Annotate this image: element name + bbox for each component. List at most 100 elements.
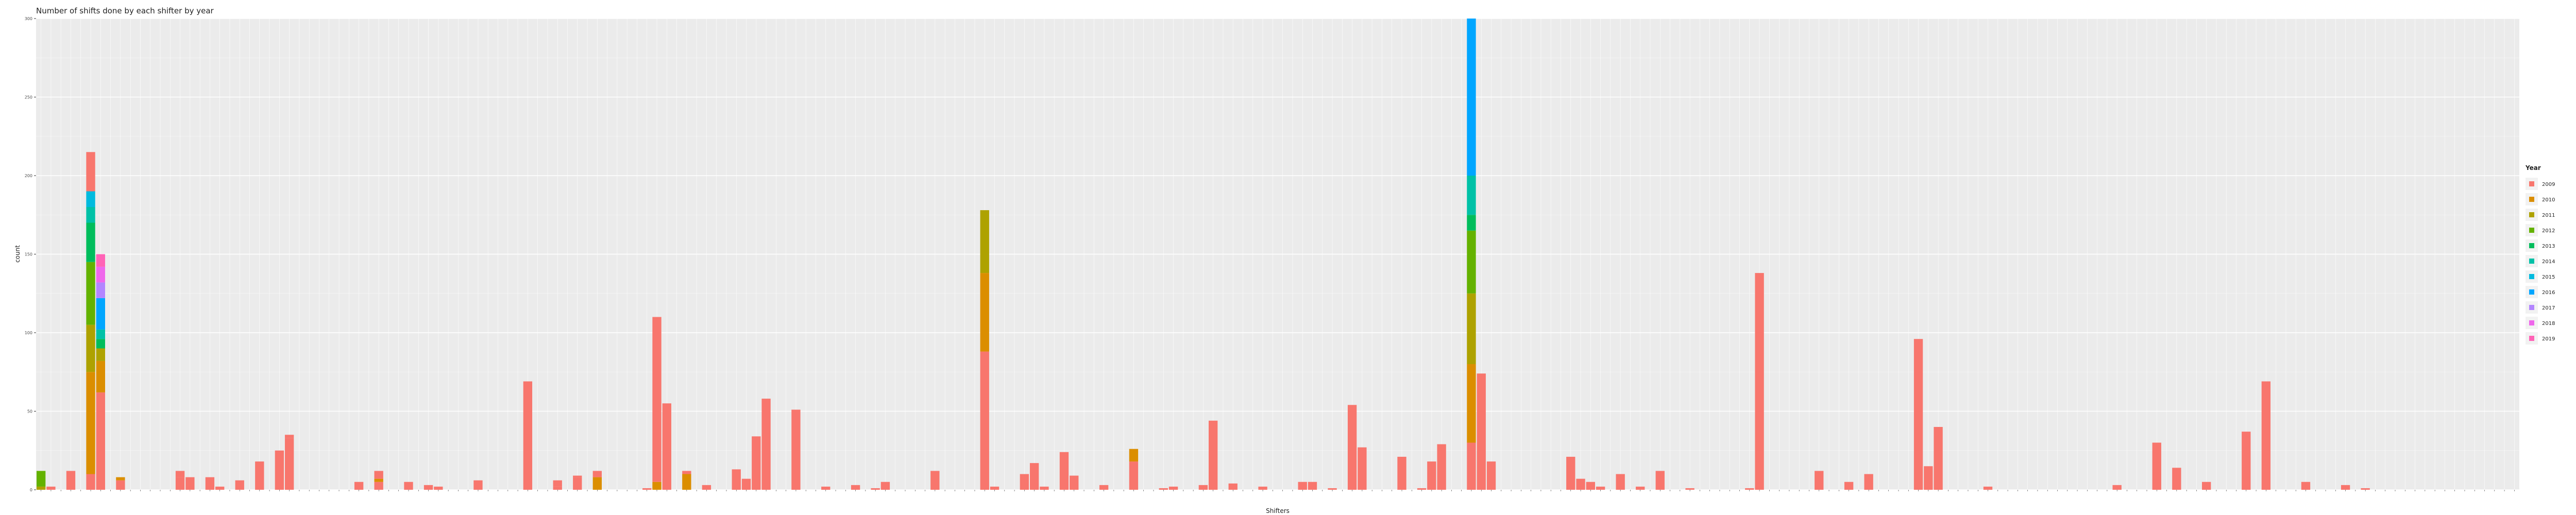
bar-segment-2012 (1467, 230, 1476, 294)
bar-segment-2009 (1209, 420, 1218, 490)
bar-segment-2009 (791, 409, 801, 490)
legend-swatch-2012 (2529, 228, 2534, 233)
bar-segment-2009 (86, 474, 95, 490)
bar-segment-2009 (573, 477, 582, 490)
legend-swatch-2009 (2529, 181, 2534, 186)
bar-segment-2009 (1844, 482, 1854, 490)
legend-swatch-2018 (2529, 320, 2534, 325)
legend-swatch-2015 (2529, 274, 2534, 279)
legend-label-2010: 2010 (2542, 197, 2555, 203)
bar-segment-2009 (1129, 461, 1139, 490)
bar-segment-2009 (1040, 486, 1049, 490)
bar-segment-2009 (1099, 485, 1109, 490)
legend-swatch-2010 (2529, 197, 2534, 202)
bar-segment-2009 (732, 469, 741, 490)
bar-segment-2009 (1566, 456, 1575, 490)
bar-segment-2009 (86, 152, 95, 192)
x-axis (41, 490, 2515, 491)
y-axis: 0 50 100 150 200 250 300 (25, 16, 36, 492)
bar-segment-2009 (1159, 488, 1168, 490)
bar-segment-2009 (752, 436, 761, 490)
bar-segment-2009 (1576, 478, 1585, 490)
bar-segment-2009 (1168, 486, 1178, 490)
legend-swatch-2016 (2529, 289, 2534, 295)
bar-segment-2009 (2112, 485, 2122, 490)
bar-segment-2009 (682, 471, 691, 474)
bar-segment-2013 (96, 339, 105, 349)
legend-label-2017: 2017 (2542, 305, 2555, 311)
bar-segment-2015 (86, 191, 95, 207)
bar-segment-2009 (275, 450, 284, 490)
bar-segment-2009 (1815, 471, 1824, 490)
bar-segment-2009 (284, 435, 294, 438)
bar-segment-2009 (255, 461, 264, 490)
legend-label-2019: 2019 (2542, 336, 2555, 342)
bar-segment-2012 (36, 471, 46, 487)
bar-segment-2019 (96, 254, 105, 267)
bar-segment-2009 (1070, 475, 1079, 490)
bar-segment-2014 (86, 207, 95, 223)
bar-segment-2010 (86, 372, 95, 474)
bar-segment-2009 (1636, 486, 1645, 490)
bar-segment-2009 (1020, 474, 1029, 490)
bar-segment-2010 (374, 478, 383, 482)
bar-segment-2009 (980, 351, 989, 490)
bar-segment-2009 (473, 480, 483, 490)
y-tick-label: 200 (25, 174, 32, 178)
legend-label-2018: 2018 (2542, 321, 2555, 327)
legend-label-2011: 2011 (2542, 213, 2555, 218)
bar-segment-2014 (96, 329, 105, 339)
bar-segment-2010 (1129, 449, 1139, 462)
bar-segment-2009 (1328, 488, 1337, 490)
bar-segment-2009 (1924, 466, 1933, 490)
bar-segment-2009 (1934, 427, 1943, 490)
bar-segment-2009 (185, 477, 195, 490)
bar-segment-2009 (1655, 471, 1665, 490)
legend-label-2015: 2015 (2542, 274, 2555, 280)
bar-segment-2009 (2361, 488, 2370, 490)
bar-segment-2009 (930, 471, 940, 490)
bar-segment-2009 (553, 480, 562, 487)
legend-swatch-2014 (2529, 259, 2534, 264)
bar-segment-2009 (1477, 373, 1486, 490)
bar-segment-2009 (1397, 456, 1406, 490)
bar-segment-2009 (1198, 485, 1208, 490)
bar-segment-2009 (1059, 452, 1069, 490)
y-axis-label: count (14, 245, 21, 263)
bar-segment-2011 (980, 210, 989, 273)
legend-label-2013: 2013 (2542, 244, 2555, 249)
bar-segment-2009 (215, 486, 225, 490)
bar-segment-2010 (116, 477, 125, 480)
legend-title: Year (2525, 164, 2541, 171)
bar-segment-2009 (1427, 461, 1436, 490)
bar-segment-2012 (86, 262, 95, 325)
bar-segment-2009 (652, 317, 662, 482)
bar-segment-2009 (1308, 482, 1317, 490)
bar-segment-2009 (404, 482, 413, 490)
legend-label-2009: 2009 (2542, 182, 2555, 187)
bar-segment-2009 (1467, 442, 1476, 490)
legend-label-2014: 2014 (2542, 259, 2555, 265)
bar-segment-2009 (1755, 273, 1764, 490)
bar-segment-2013 (1467, 215, 1476, 231)
bar-segment-2009 (1983, 486, 1993, 490)
bar-segment-2009 (851, 485, 860, 490)
bar-segment-2014 (1467, 176, 1476, 215)
bar-segment-2009 (374, 482, 383, 490)
bar-segment-2009 (1586, 482, 1595, 490)
bar-segment-2009 (116, 480, 125, 490)
bar-segment-2009 (523, 381, 533, 474)
bar-segment-2009 (1596, 486, 1605, 490)
bar-segment-2009 (2152, 442, 2161, 490)
bar-segment-2010 (1467, 364, 1476, 443)
bar-segment-2009 (702, 485, 711, 490)
bar-segment-2009 (1685, 488, 1694, 490)
bar-segment-2009 (1417, 488, 1427, 490)
bar-segment-2009 (175, 471, 185, 477)
bar-segment-2009 (662, 403, 671, 490)
bar-segment-2009 (235, 480, 244, 490)
bar-segment-2009 (2301, 482, 2311, 490)
bar-segment-2009 (2172, 468, 2181, 490)
bar-segment-2009 (2341, 485, 2350, 490)
